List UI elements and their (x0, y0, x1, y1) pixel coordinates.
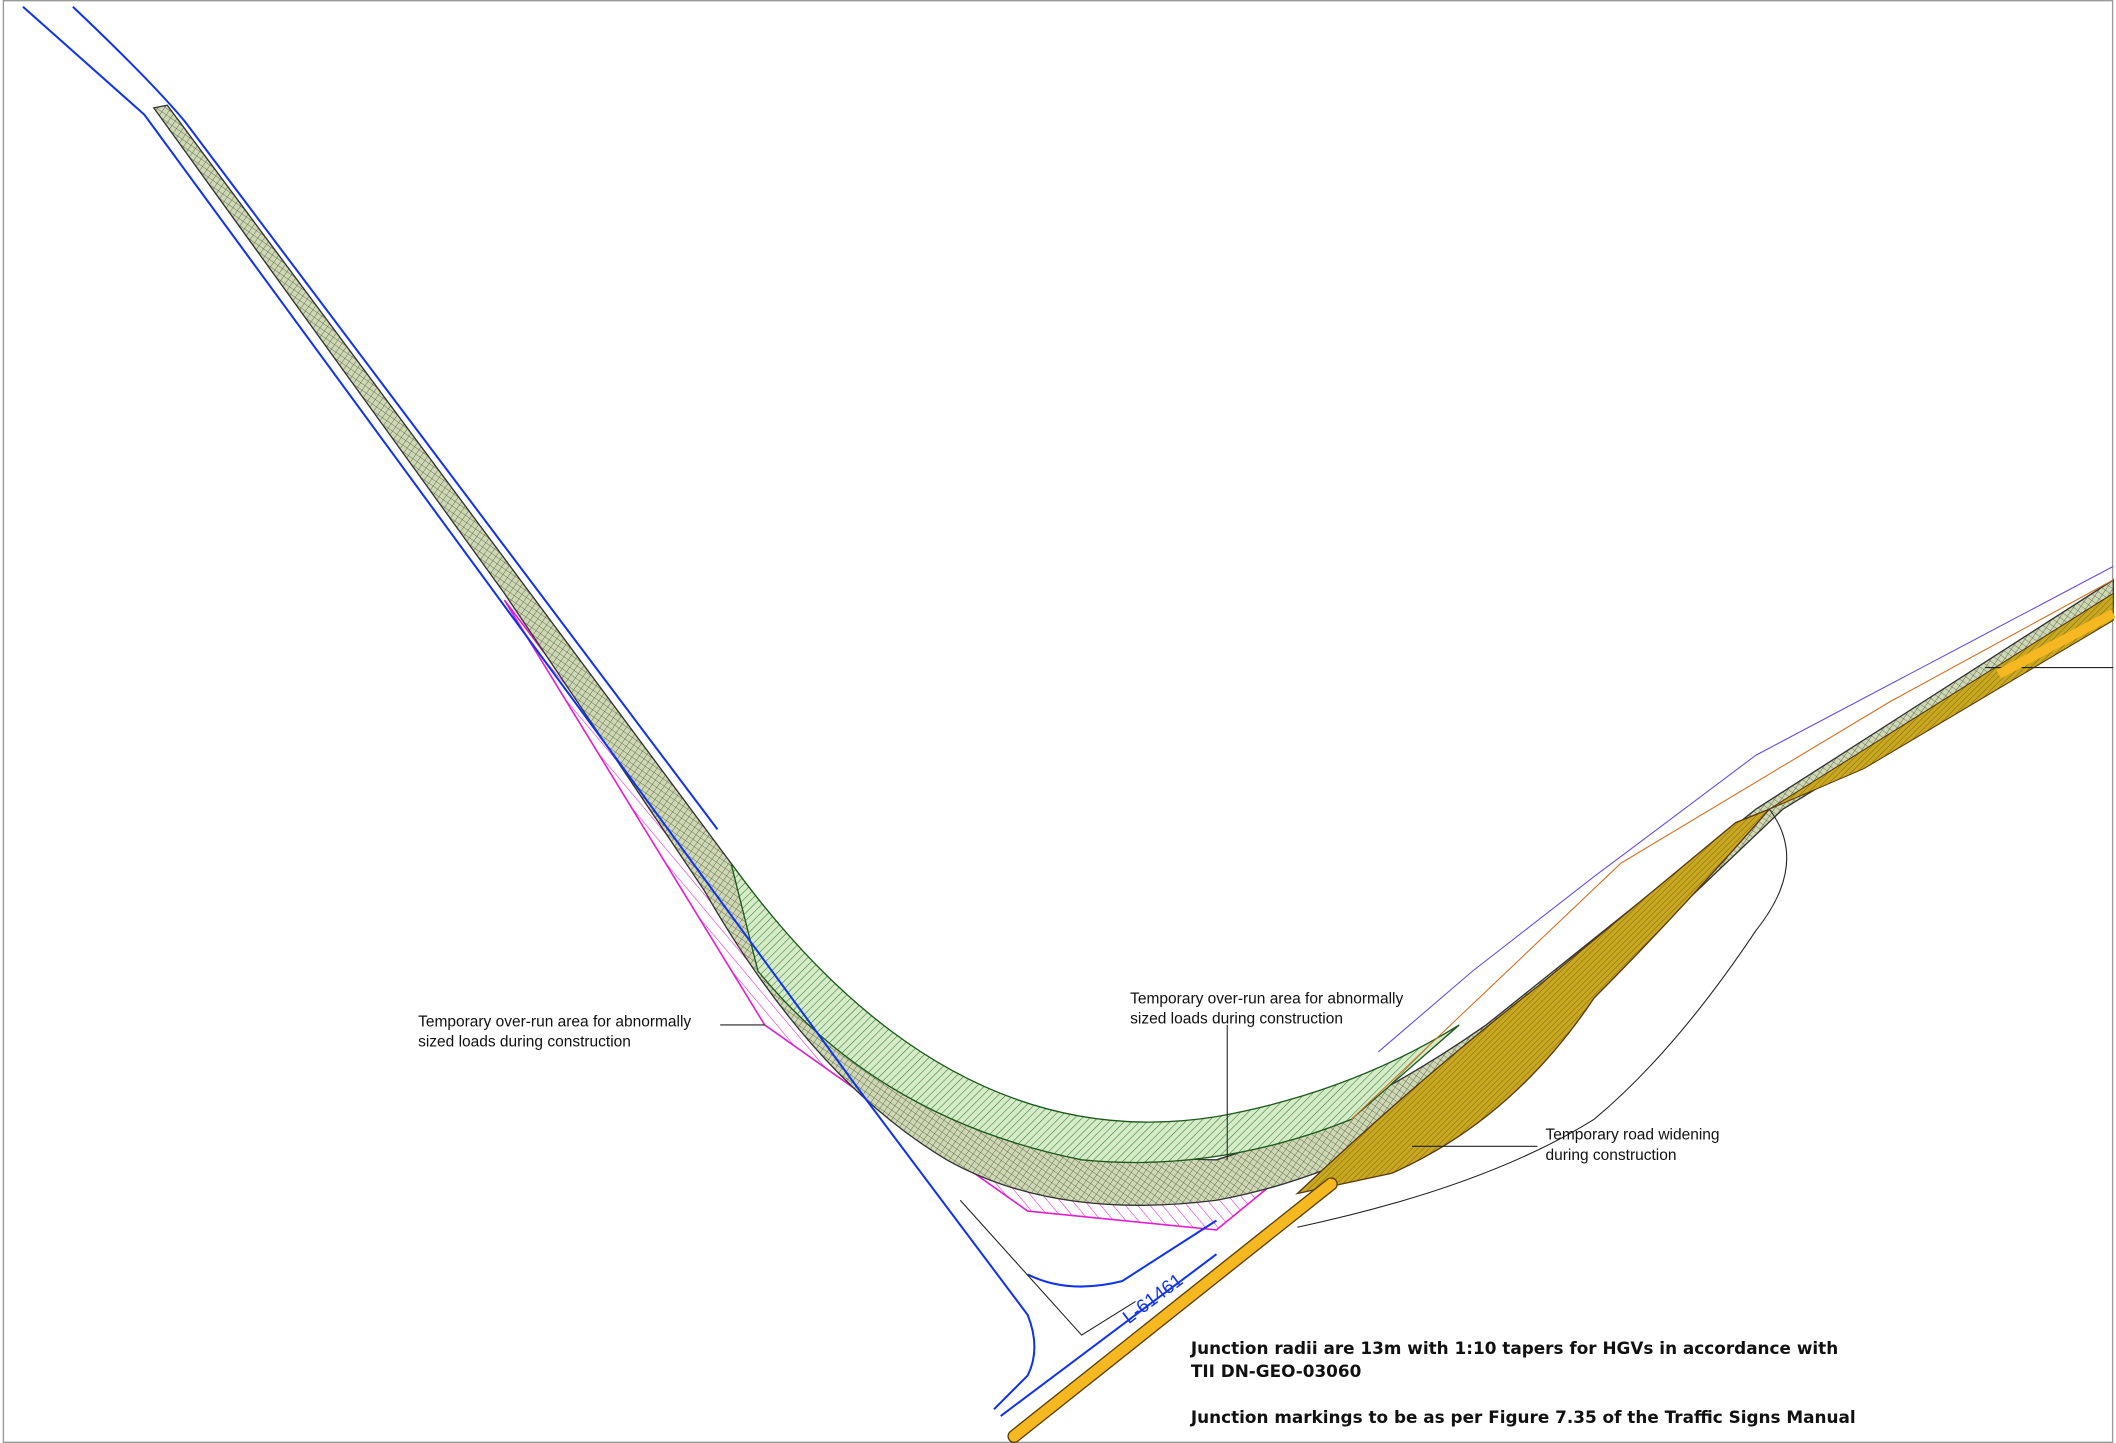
linework (23, 7, 2113, 1437)
annotation: sized loads during construction (418, 1034, 631, 1051)
frame (3, 1, 2112, 1443)
annotation: Temporary over-run area for abnormally (1130, 990, 1403, 1007)
annotation: Temporary road widening (1546, 1127, 1720, 1144)
annotation: during construction (1546, 1147, 1677, 1164)
note: TII DN-GEO-03060 (1191, 1361, 1362, 1381)
annotation: sized loads during construction (1130, 1011, 1343, 1028)
drawing: Temporary over-run area for abnormally s… (0, 0, 2116, 1443)
note: Junction markings to be as per Figure 7.… (1190, 1407, 1856, 1427)
annotation: Temporary over-run area for abnormally (418, 1013, 691, 1030)
note: Junction radii are 13m with 1:10 tapers … (1190, 1338, 1838, 1358)
